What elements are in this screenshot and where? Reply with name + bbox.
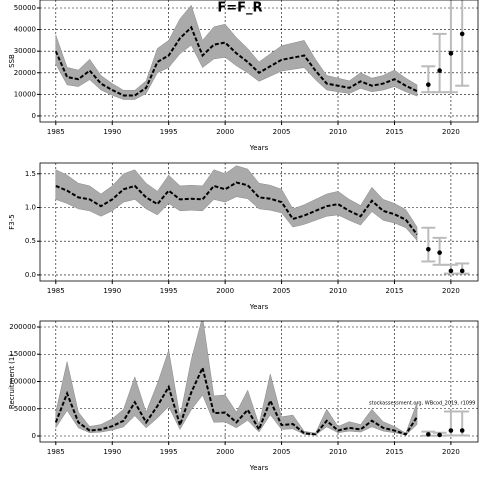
y-tick-label: 40000	[14, 26, 36, 34]
y-tick-label: 100000	[9, 378, 36, 386]
y-tick-label: 50000	[14, 405, 36, 413]
x-tick-label: 2020	[442, 448, 460, 456]
x-tick-label: 2015	[386, 128, 404, 136]
x-axis-label: Years	[249, 464, 269, 472]
forecast-point	[448, 428, 454, 433]
x-tick-label: 1985	[47, 128, 65, 136]
estimate-line	[55, 181, 418, 236]
x-tick-label: 2005	[273, 448, 291, 456]
x-tick-label: 2015	[386, 448, 404, 456]
y-tick-label: 10000	[14, 90, 36, 98]
y-tick-label: 30000	[14, 47, 36, 55]
x-axis-label: Years	[249, 303, 269, 311]
forecast-point	[437, 432, 442, 438]
plot	[40, 163, 478, 281]
x-tick-label: 1995	[160, 287, 178, 295]
y-tick-label: 0	[32, 112, 36, 120]
x-tick-label: 1990	[103, 128, 121, 136]
annotation: stockassessment.org, WBcod_2019, r1099	[369, 401, 475, 407]
chart-title: F=F_R	[217, 1, 262, 16]
forecast-point	[437, 250, 442, 255]
plot-frame	[39, 162, 479, 282]
confidence-band	[55, 165, 418, 242]
x-axis-label: Years	[249, 144, 269, 152]
estimate-line	[54, 25, 418, 97]
x-tick-label: 2015	[386, 287, 404, 295]
forecast-point	[448, 268, 454, 274]
x-tick-label: 2010	[329, 287, 347, 295]
x-tick-label: 2005	[273, 128, 291, 136]
y-tick-label: 0	[32, 432, 36, 440]
y-axis-label: SSB	[8, 54, 16, 68]
x-tick-label: 1985	[47, 448, 65, 456]
x-tick-label: 1995	[160, 128, 178, 136]
x-tick-label: 1985	[47, 287, 65, 295]
x-tick-label: 2000	[216, 448, 234, 456]
forecast-point	[459, 31, 465, 37]
y-tick-label: 1.5	[25, 170, 36, 178]
x-tick-label: 2020	[442, 128, 460, 136]
x-tick-label: 2020	[442, 287, 460, 295]
plot-frame	[39, 320, 479, 443]
forecast-point	[448, 51, 454, 56]
y-tick-label: 50000	[14, 4, 36, 12]
y-tick-label: 1.0	[25, 204, 36, 212]
x-tick-label: 2000	[216, 128, 234, 136]
x-tick-label: 2005	[273, 287, 291, 295]
forecast-point	[426, 247, 431, 252]
y-tick-label: 0.5	[25, 237, 36, 245]
x-tick-label: 1990	[103, 287, 121, 295]
y-axis-label: F3-5	[8, 214, 16, 229]
y-tick-label: 20000	[14, 69, 36, 77]
forecast-point	[459, 268, 465, 274]
y-tick-label: 150000	[9, 350, 36, 358]
plot	[40, 321, 478, 442]
forecast-point	[426, 82, 431, 87]
x-tick-label: 1990	[103, 448, 121, 456]
forecast-point	[437, 68, 442, 73]
x-tick-label: 2010	[329, 128, 347, 136]
x-tick-label: 1995	[160, 448, 178, 456]
confidence-band	[55, 321, 418, 436]
forecast-point	[459, 428, 465, 433]
y-tick-label: 0.0	[25, 271, 36, 279]
forecast-point	[426, 432, 431, 437]
x-tick-label: 2010	[329, 448, 347, 456]
y-axis-label: Recruitment (1)	[8, 354, 16, 409]
y-tick-label: 200000	[9, 323, 36, 331]
x-tick-label: 2000	[216, 287, 234, 295]
plot-frame	[39, 0, 479, 123]
estimate-line	[54, 364, 418, 436]
plot	[40, 0, 478, 122]
